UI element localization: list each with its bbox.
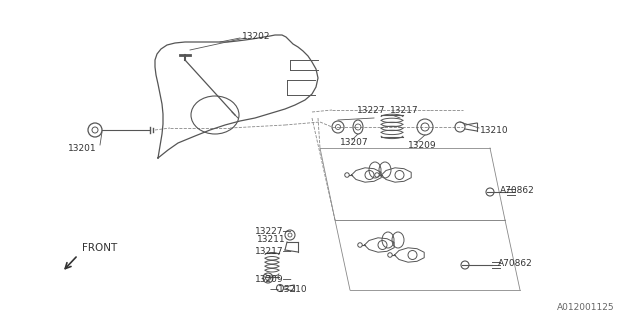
Text: 13217—: 13217— — [255, 247, 292, 257]
Text: 13201: 13201 — [68, 143, 97, 153]
Text: 13210: 13210 — [480, 125, 509, 134]
Text: 13227: 13227 — [357, 106, 385, 115]
Text: A70862: A70862 — [498, 259, 532, 268]
Text: A012001125: A012001125 — [557, 303, 615, 312]
Text: 13209: 13209 — [408, 140, 436, 149]
Text: 13202: 13202 — [242, 31, 271, 41]
Text: FRONT: FRONT — [82, 243, 117, 253]
Text: 13209—: 13209— — [255, 276, 292, 284]
Text: 13227—: 13227— — [255, 228, 292, 236]
Text: 13207: 13207 — [340, 138, 369, 147]
Text: 13211: 13211 — [257, 236, 285, 244]
Text: A70862: A70862 — [500, 186, 535, 195]
Text: —13210: —13210 — [270, 285, 308, 294]
Text: 13217: 13217 — [390, 106, 419, 115]
